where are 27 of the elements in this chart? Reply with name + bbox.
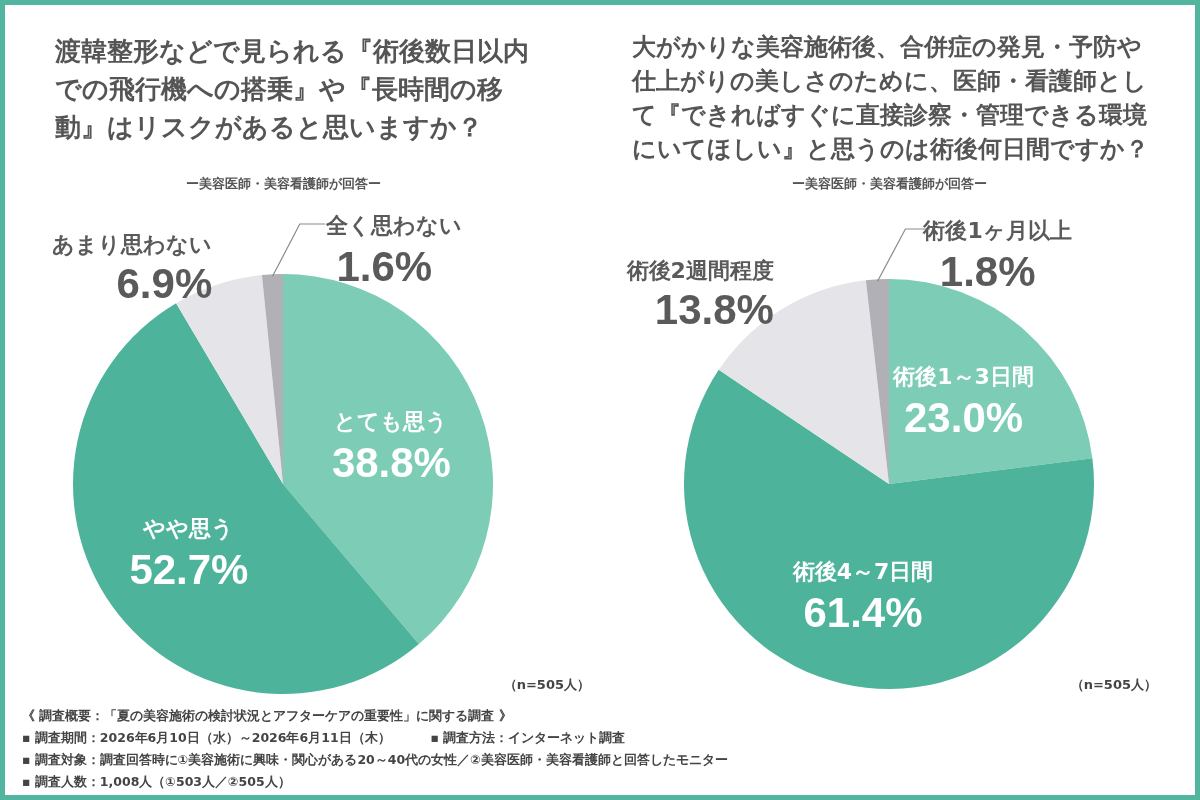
- slice-label: 術後1ヶ月以上: [922, 218, 1072, 243]
- data-label: 52.7%: [129, 546, 249, 594]
- slice-label: とても思う: [334, 409, 449, 435]
- data-label: 1.8%: [939, 248, 1036, 295]
- slice-label: あまり思わない: [52, 231, 213, 257]
- text: ▪ 調査対象：調査回答時に①美容施術に興味・関心がある20～40代の女性／②美容医師・美容看護師と回答したモニター: [22, 751, 728, 769]
- data-label: 23.0%: [904, 394, 1024, 442]
- text: （n=505人）: [503, 676, 590, 694]
- chart-title: 大がかりな美容施術後、合併症の発見・予防や仕上がりの美しさのために、医師・看護師として『できればすぐに直接診察・管理できる環境にいてほしい』と思うのは術後何日間ですか？: [632, 32, 1150, 165]
- slice-label: 術後4～7日間: [791, 558, 934, 584]
- data-label: 61.4%: [803, 588, 923, 636]
- slice-label: 術後2週間程度: [625, 257, 774, 283]
- text: ▪ 調査期間：2026年6月10日（水）～2026年6月11日（木）: [22, 729, 391, 747]
- data-label: 6.9%: [116, 259, 213, 307]
- slice-label: 全く思わない: [325, 213, 463, 238]
- chart-subtitle: ー美容医師・美容看護師が回答ー: [184, 175, 382, 193]
- text: （n=505人）: [1070, 676, 1157, 694]
- text: ▪ 調査方法：インターネット調査: [430, 729, 626, 747]
- slice-label: やや思う: [142, 516, 235, 542]
- slice-label: 術後1～3日間: [892, 364, 1034, 390]
- data-label: 13.8%: [654, 285, 774, 333]
- text: 《 調査概要：「夏の美容施術の検討状況とアフターケアの重要性」に関する調査 》: [22, 707, 512, 725]
- text: ▪ 調査人数：1,008人（①503人／②505人）: [22, 773, 291, 791]
- chart-title: 渡韓整形などで見られる『術後数日以内での飛行機への搭乗』や『長時間の移動』はリスクがあると思いますか？: [55, 35, 530, 144]
- chart-subtitle: ー美容医師・美容看護師が回答ー: [790, 175, 988, 193]
- data-label: 38.8%: [331, 439, 451, 487]
- data-label: 1.6%: [336, 243, 433, 290]
